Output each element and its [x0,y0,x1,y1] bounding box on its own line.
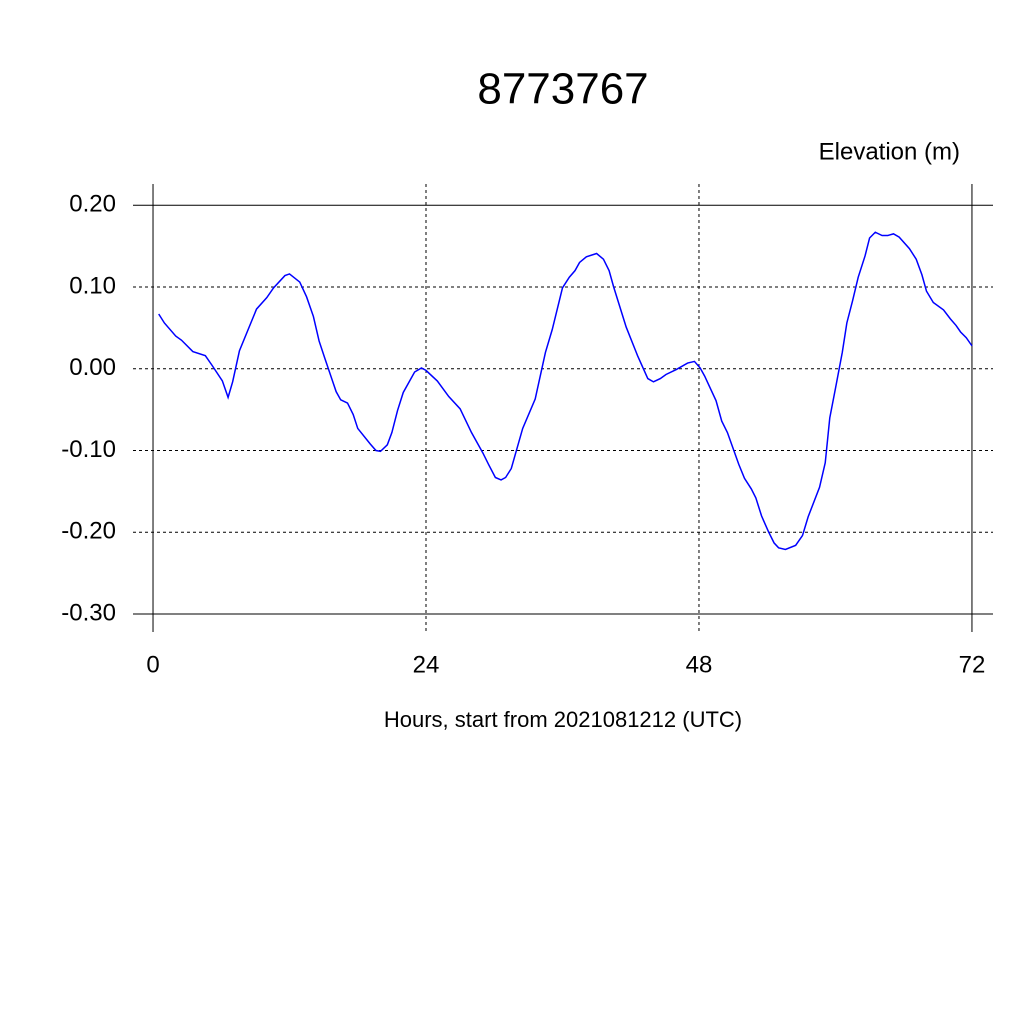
x-tick-label: 24 [413,651,440,678]
y-tick-label: -0.20 [61,518,116,545]
y-tick-label: 0.10 [69,272,116,299]
y-tick-label: -0.10 [61,436,116,463]
data-line [158,231,973,551]
x-axis-label: Hours, start from 2021081212 (UTC) [384,707,742,732]
x-tick-label: 72 [959,651,986,678]
y-tick-label: 0.20 [69,191,116,218]
y-axis-label: Elevation (m) [819,138,960,165]
y-tick-label: 0.00 [69,354,116,381]
chart-title: 8773767 [477,65,648,114]
x-tick-label: 48 [686,651,713,678]
x-tick-label: 0 [146,651,159,678]
y-tick-label: -0.30 [61,599,116,626]
